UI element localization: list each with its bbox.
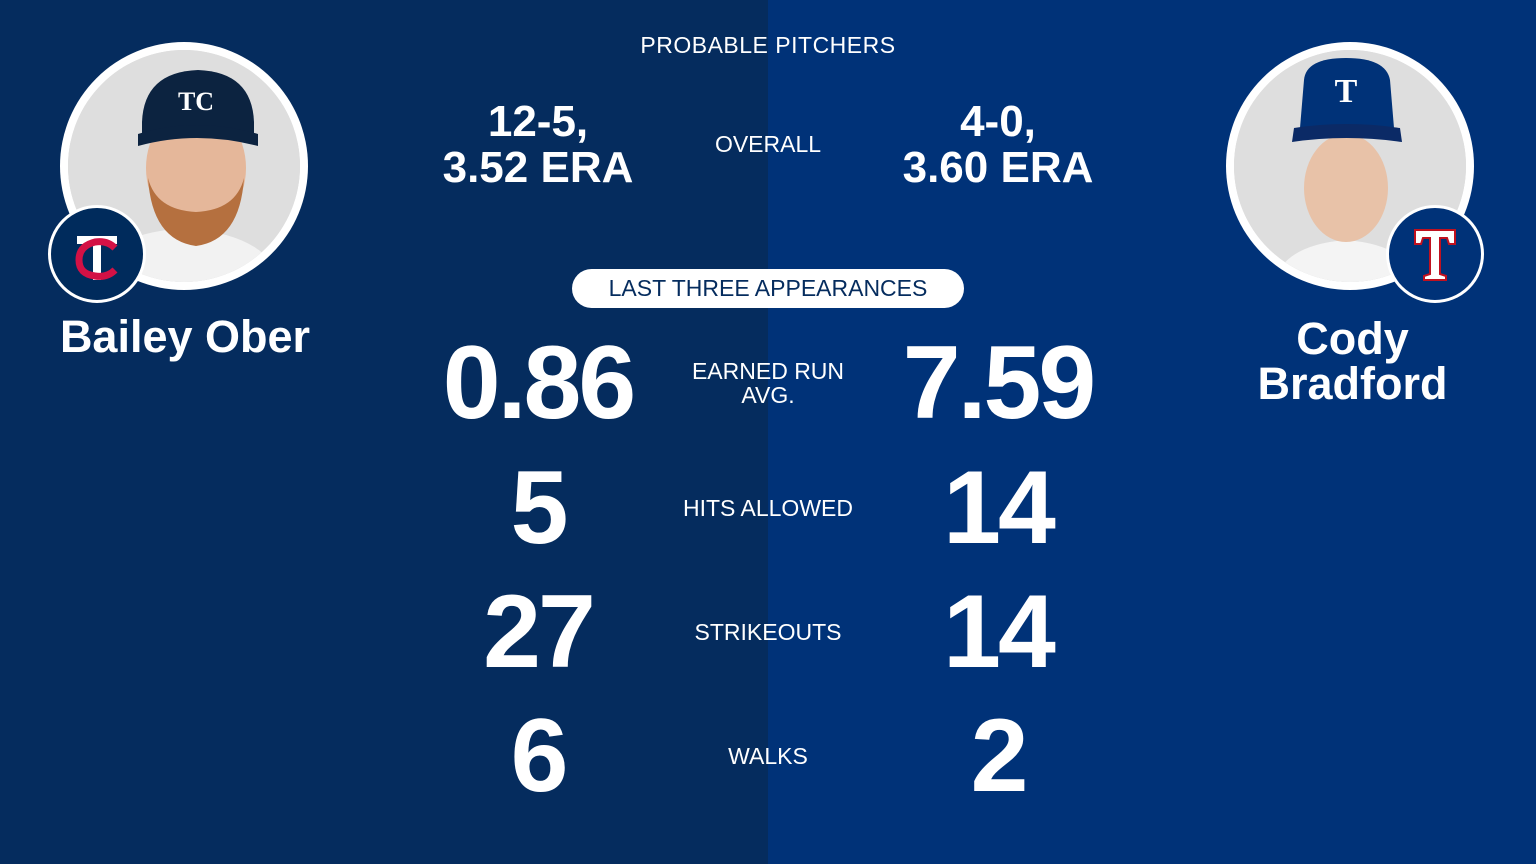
stat-row-hits-allowed: 5 HITS ALLOWED 14 xyxy=(0,453,1536,563)
right-stat-value: 14 xyxy=(943,574,1056,690)
stat-label: HITS ALLOWED xyxy=(683,495,853,521)
stat-label: EARNED RUN AVG. xyxy=(691,358,845,408)
overall-label: OVERALL xyxy=(714,131,822,157)
right-pitcher-overall-record: 4-0, 3.60 ERA xyxy=(902,97,1094,192)
left-pitcher-overall-record: 12-5, 3.52 ERA xyxy=(442,97,634,192)
right-pitcher-name: Cody Bradford xyxy=(1257,313,1448,409)
stat-label: STRIKEOUTS xyxy=(694,619,842,645)
twins-tc-logo-icon xyxy=(75,236,118,280)
right-pitcher-headshot: T xyxy=(1226,42,1474,290)
section-label: LAST THREE APPEARANCES xyxy=(608,275,928,301)
stat-label: WALKS xyxy=(728,743,808,769)
header-title: PROBABLE PITCHERS xyxy=(640,32,896,58)
left-stat-value: 27 xyxy=(483,574,596,690)
left-pitcher-name: Bailey Ober xyxy=(59,311,311,362)
left-stat-value: 6 xyxy=(510,698,569,814)
left-stat-value: 5 xyxy=(510,450,569,566)
right-stat-value: 7.59 xyxy=(902,325,1096,441)
svg-text:T: T xyxy=(1335,73,1358,110)
stat-row-era: 0.86 EARNED RUN AVG. 7.59 xyxy=(0,328,1536,438)
section-label-pill: LAST THREE APPEARANCES xyxy=(572,269,964,308)
right-stat-value: 14 xyxy=(943,450,1056,566)
rangers-logo-badge xyxy=(1386,205,1484,303)
svg-text:TC: TC xyxy=(178,87,214,116)
rangers-t-logo-icon xyxy=(1414,229,1456,281)
left-stat-value: 0.86 xyxy=(442,325,636,441)
stat-row-walks: 6 WALKS 2 xyxy=(0,701,1536,811)
twins-logo-badge xyxy=(48,205,146,303)
stat-row-strikeouts: 27 STRIKEOUTS 14 xyxy=(0,577,1536,687)
right-stat-value: 2 xyxy=(970,698,1029,814)
right-pitcher-photo: T xyxy=(1234,50,1466,282)
